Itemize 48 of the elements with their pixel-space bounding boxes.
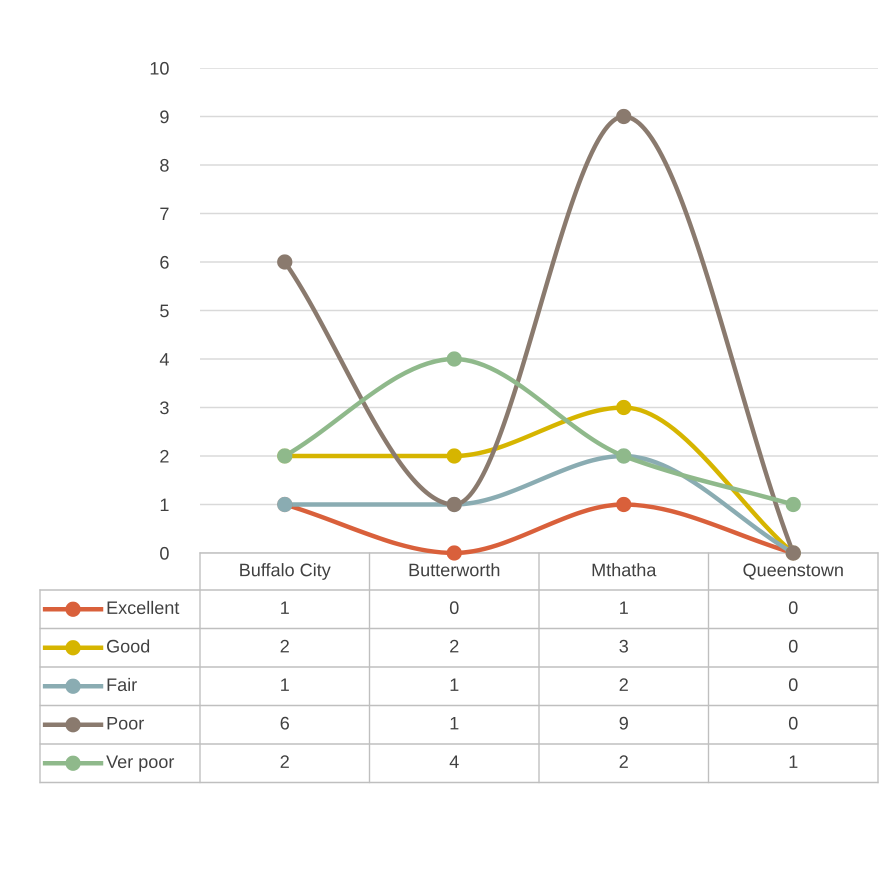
x-tick-label: Mthatha xyxy=(592,563,656,576)
legend-label: Poor xyxy=(108,716,144,730)
data-label: 0 xyxy=(788,716,798,730)
data-label: 1 xyxy=(790,755,798,768)
y-tick-label: 9 xyxy=(160,110,169,124)
y-tick-label: 0 xyxy=(160,546,169,560)
data-label: 4 xyxy=(450,755,459,768)
point xyxy=(446,448,462,464)
legend-label: Good xyxy=(107,639,150,653)
y-tick-label: 1 xyxy=(160,498,169,512)
y-tick-label: 6 xyxy=(160,256,169,269)
x-tick-label: Queenstown xyxy=(743,564,843,580)
point xyxy=(446,545,462,561)
x-tick-label: Butterworth xyxy=(410,563,500,576)
data-label: 9 xyxy=(620,716,628,730)
y-tick-label: 4 xyxy=(160,353,169,366)
y-tick-label: 2 xyxy=(160,450,169,463)
data-label: 2 xyxy=(620,678,628,691)
data-label: 0 xyxy=(450,601,459,614)
data-label: 1 xyxy=(281,678,289,691)
data-label: 2 xyxy=(280,755,289,768)
data-label: 0 xyxy=(788,678,798,692)
data-label: 2 xyxy=(620,755,628,768)
point xyxy=(616,496,632,512)
data-label: 1 xyxy=(281,601,289,614)
data-label: 1 xyxy=(450,716,458,730)
data-label: 1 xyxy=(450,678,458,691)
data-label: 0 xyxy=(788,640,798,653)
x-tick-label: Buffalo City xyxy=(240,563,331,580)
y-tick-label: 7 xyxy=(160,208,169,220)
point xyxy=(616,108,632,124)
legend-label: Ver poor xyxy=(106,755,174,772)
point xyxy=(616,400,632,416)
y-tick-label: 3 xyxy=(160,401,169,414)
data-label: 0 xyxy=(788,601,798,614)
data-label: 1 xyxy=(620,601,628,614)
legend-label: Excellent xyxy=(108,600,180,614)
data-label: 6 xyxy=(280,716,289,730)
data-label: 2 xyxy=(280,640,289,652)
data-label: 3 xyxy=(619,640,628,653)
point xyxy=(786,496,801,512)
point xyxy=(277,254,292,270)
y-tick-label: 8 xyxy=(160,158,169,172)
data-label: 2 xyxy=(450,640,458,652)
y-tick-label: 5 xyxy=(160,304,169,318)
legend-label: Fair xyxy=(108,678,137,692)
point xyxy=(446,351,462,367)
y-tick-label: 10 xyxy=(150,62,169,75)
